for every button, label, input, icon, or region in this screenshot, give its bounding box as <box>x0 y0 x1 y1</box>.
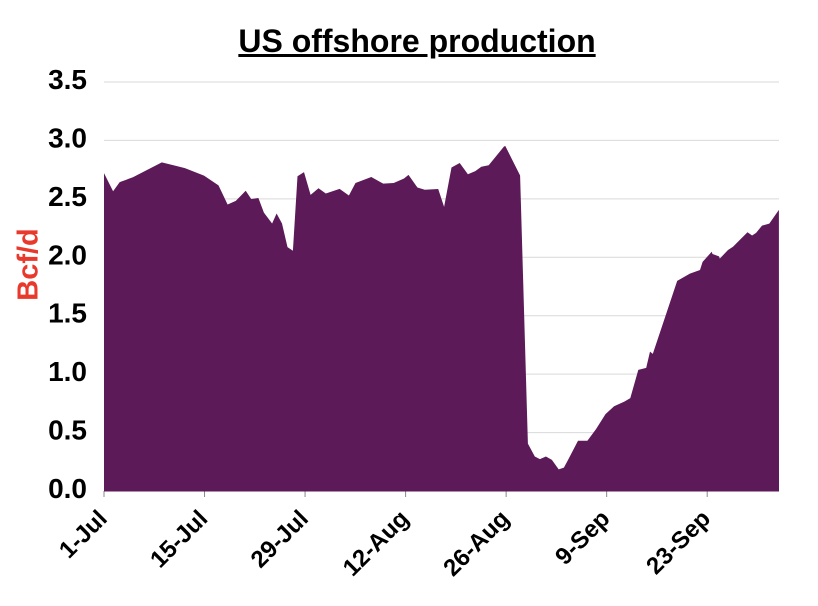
svg-text:3.0: 3.0 <box>48 122 87 153</box>
svg-text:2.0: 2.0 <box>48 239 87 270</box>
svg-text:0.0: 0.0 <box>48 473 87 504</box>
svg-text:3.5: 3.5 <box>48 64 87 95</box>
svg-text:26-Aug: 26-Aug <box>438 505 515 582</box>
svg-text:1-Jul: 1-Jul <box>54 505 113 564</box>
svg-text:29-Jul: 29-Jul <box>246 505 314 573</box>
svg-text:1.5: 1.5 <box>48 298 87 329</box>
svg-text:23-Sep: 23-Sep <box>641 505 716 580</box>
svg-text:12-Aug: 12-Aug <box>338 505 415 582</box>
svg-text:9-Sep: 9-Sep <box>550 505 615 570</box>
svg-text:1.0: 1.0 <box>48 356 87 387</box>
svg-text:15-Jul: 15-Jul <box>145 505 213 573</box>
svg-text:2.5: 2.5 <box>48 181 87 212</box>
svg-text:0.5: 0.5 <box>48 415 87 446</box>
